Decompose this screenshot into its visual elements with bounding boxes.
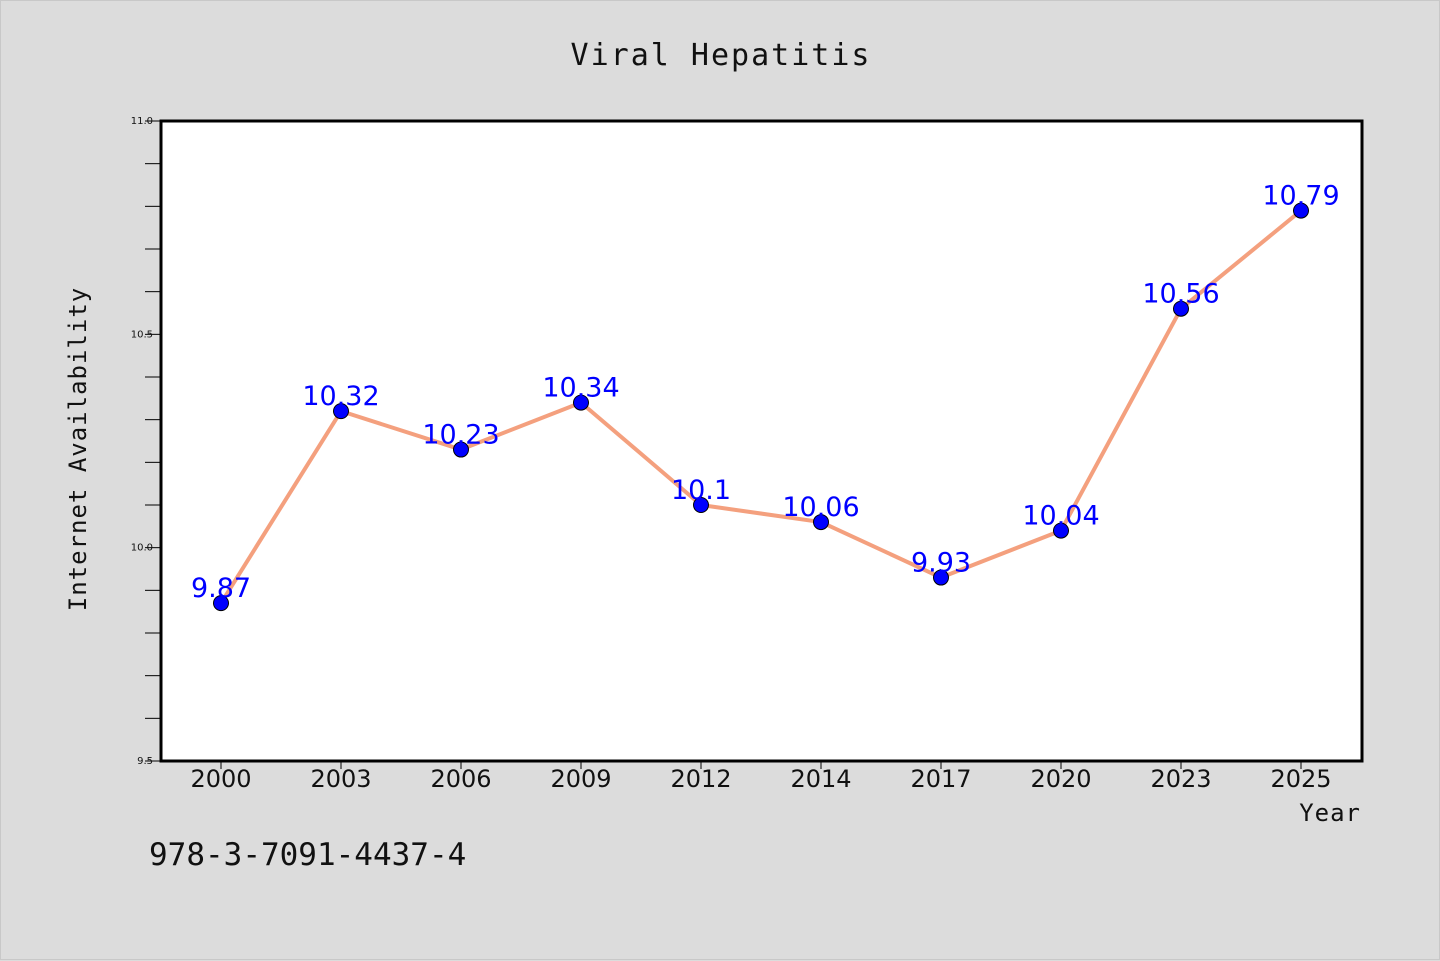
data-point <box>933 569 949 586</box>
data-label: 10.34 <box>542 373 619 404</box>
data-point <box>693 497 709 513</box>
chart-title: Viral Hepatitis <box>571 38 872 73</box>
data-label: 10.32 <box>302 381 379 412</box>
y-tick-label: 9.5 <box>137 756 153 767</box>
data-labels-group: 9.87 10.32 10.23 10.34 10.1 10.06 9.93 10.04 10.… <box>191 181 1340 605</box>
plot-area <box>159 119 1364 763</box>
y-axis: 9.5 10.0 10.5 11.0 <box>131 116 161 767</box>
data-label: 10.04 <box>1022 501 1099 532</box>
x-tick-label: 2003 <box>310 765 371 793</box>
data-point <box>453 441 469 458</box>
x-tick-label: 2020 <box>1030 765 1091 793</box>
series-line <box>219 208 1303 606</box>
x-tick-label: 2017 <box>910 765 971 793</box>
data-label: 10.06 <box>782 492 859 523</box>
y-tick-label: 10.0 <box>131 543 153 554</box>
data-point <box>813 514 829 531</box>
data-label: 9.93 <box>911 548 971 579</box>
x-tick-label: 2006 <box>430 765 491 793</box>
data-point <box>213 595 229 612</box>
y-tick-label: 11.0 <box>131 116 153 127</box>
x-axis-label: Year <box>1299 799 1361 827</box>
data-point <box>573 394 589 411</box>
x-tick-label: 2025 <box>1270 765 1331 793</box>
data-label: 9.87 <box>191 573 251 604</box>
data-point <box>333 403 349 420</box>
x-tick-label: 2012 <box>670 765 731 793</box>
data-point <box>1173 300 1189 317</box>
data-label: 10.79 <box>1262 181 1339 212</box>
x-tick-label: 2014 <box>790 765 851 793</box>
x-axis: 2000 2003 2006 2009 2012 2014 2017 2020 2023 2025 <box>190 761 1332 793</box>
data-point <box>1053 522 1069 539</box>
y-tick-label: 10.5 <box>131 329 153 340</box>
x-tick-label: 2009 <box>550 765 611 793</box>
x-tick-label: 2000 <box>190 765 251 793</box>
series-line-group <box>213 202 1309 612</box>
data-label: 10.56 <box>1142 279 1219 310</box>
data-label: 10.23 <box>422 420 499 451</box>
data-point <box>1293 202 1309 219</box>
data-label: 10.1 <box>671 475 731 506</box>
y-axis-label: Internet Availability <box>64 287 92 611</box>
x-tick-label: 2023 <box>1150 765 1211 793</box>
footer-code: 978-3-7091-4437-4 <box>149 837 466 873</box>
